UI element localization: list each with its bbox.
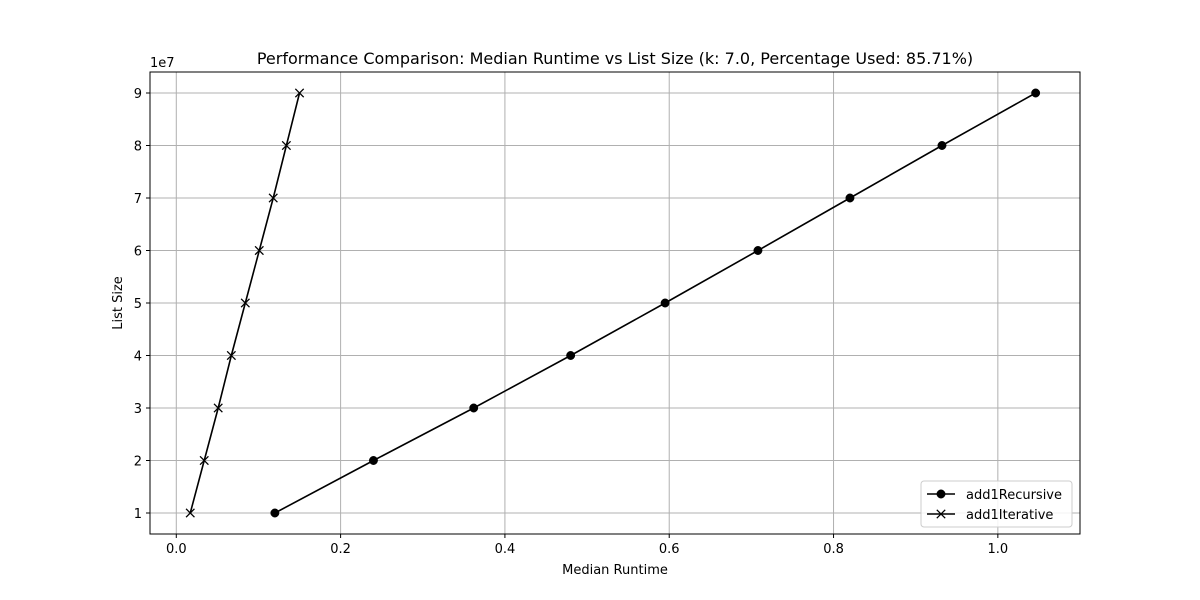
- data-point-add1Iterative: [294, 88, 305, 98]
- y-tick-label: 5: [134, 297, 142, 312]
- chart-title: Performance Comparison: Median Runtime v…: [257, 49, 973, 68]
- y-tick-label: 7: [134, 192, 142, 207]
- marker-stroke: [240, 298, 250, 308]
- data-point-add1Iterative: [199, 455, 209, 466]
- marker-stroke: [185, 508, 195, 518]
- data-point-add1Iterative: [240, 298, 250, 308]
- y-tick-label: 6: [134, 245, 142, 260]
- x-tick-label: 0.6: [659, 542, 680, 557]
- data-point-add1Recursive: [753, 246, 763, 255]
- legend-marker-add1Recursive: [936, 489, 946, 499]
- x-tick-label: 0.4: [495, 542, 516, 557]
- data-point-add1Iterative: [268, 193, 278, 203]
- data-point-add1Iterative: [213, 403, 223, 413]
- x-tick-label: 0.0: [166, 542, 187, 557]
- data-point-add1Iterative: [281, 140, 292, 151]
- data-point-add1Recursive: [369, 456, 378, 465]
- x-tick-label: 1.0: [988, 542, 1009, 557]
- data-point-add1Iterative: [185, 508, 195, 518]
- marker-stroke: [199, 455, 209, 466]
- data-point-add1Recursive: [660, 298, 670, 308]
- y-tick-label: 4: [134, 350, 142, 365]
- marker-stroke: [213, 403, 223, 413]
- grid: [150, 72, 1080, 534]
- data-point-add1Recursive: [937, 141, 947, 150]
- data-point-add1Recursive: [469, 403, 479, 413]
- data-point-add1Recursive: [1031, 88, 1041, 98]
- series-layer: [185, 88, 1041, 518]
- data-point-add1Recursive: [566, 351, 576, 360]
- y-tick-label: 2: [134, 455, 142, 470]
- y-tick-label: 3: [134, 402, 142, 417]
- marker-stroke: [281, 140, 292, 151]
- data-point-add1Iterative: [254, 245, 264, 256]
- marker-stroke: [294, 88, 305, 98]
- legend-label-add1Recursive: add1Recursive: [966, 488, 1062, 503]
- marker-stroke: [936, 509, 946, 519]
- y-axis-label: List Size: [111, 276, 126, 330]
- axis-ticks: 0.0 0.2 0.4 0.6 0.8 1.0 1 2 3 4 5 6 7 8 9: [134, 87, 1008, 557]
- x-tick-label: 0.2: [330, 542, 351, 557]
- data-point-add1Recursive: [845, 193, 855, 203]
- legend: add1Recursive add1Iterative: [920, 480, 1073, 528]
- legend-box: [920, 480, 1073, 528]
- data-point-add1Iterative: [226, 350, 236, 361]
- x-axis-label: Median Runtime: [562, 563, 668, 578]
- marker-stroke: [268, 193, 278, 203]
- y-tick-label: 8: [134, 140, 142, 155]
- y-tick-label: 1: [134, 507, 142, 522]
- data-point-add1Recursive: [270, 508, 280, 518]
- marker-stroke: [254, 245, 264, 256]
- legend-marker-add1Iterative: [936, 509, 946, 519]
- marker-stroke: [226, 350, 236, 361]
- y-offset-label: 1e7: [150, 56, 175, 71]
- y-tick-label: 9: [134, 87, 142, 102]
- legend-label-add1Iterative: add1Iterative: [966, 508, 1053, 523]
- x-tick-label: 0.8: [823, 542, 844, 557]
